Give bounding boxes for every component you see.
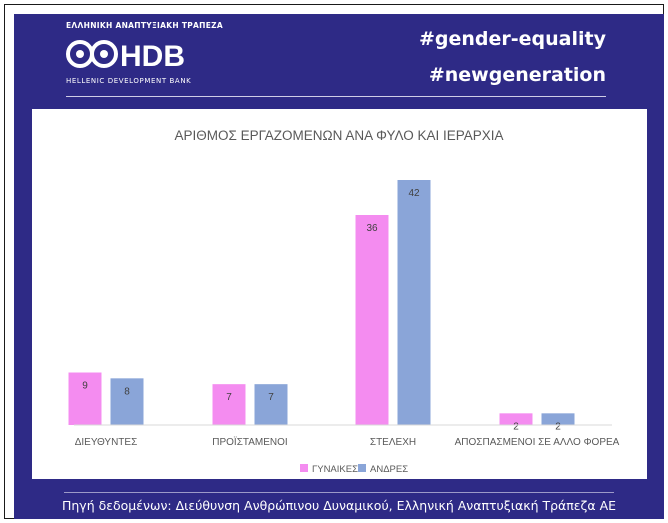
legend: ΓΥΝΑΙΚΕΣ ΑΝΔΡΕΣ <box>300 464 408 475</box>
legend-label: ΓΥΝΑΙΚΕΣ <box>312 464 358 475</box>
data-label: 8 <box>124 386 130 397</box>
x-tick-label: ΔΙΕΥΘΥΝΤΕΣ <box>75 437 138 448</box>
x-tick-labels: ΔΙΕΥΘΥΝΤΕΣ ΠΡΟΪΣΤΑΜΕΝΟΙ ΣΤΕΛΕΧΗ ΑΠΟΣΠΑΣΜΕΝΟ… <box>75 436 620 448</box>
hdb-logo: ΕΛΛΗΝΙΚΗ ΑΝΑΠΤΥΞΙΑΚΗ ΤΡΑΠΕΖΑ HDB HELLENI… <box>66 21 226 89</box>
legend-swatch-women <box>300 464 308 472</box>
x-tick-label: ΠΡΟΪΣΤΑΜΕΝΟΙ <box>212 436 287 448</box>
logo-mark-text: HDB <box>120 40 185 71</box>
bar-women-1 <box>212 384 246 425</box>
logo-top-text: ΕΛΛΗΝΙΚΗ ΑΝΑΠΤΥΞΙΑΚΗ ΤΡΑΠΕΖΑ <box>66 21 223 30</box>
legend-swatch-men <box>358 464 366 472</box>
bar-chart: ΑΡΙΘΜΟΣ ΕΡΓΑΖΟΜΕΝΩΝ ΑΝΑ ΦΥΛΟ ΚΑΙ ΙΕΡΑΡΧΙ… <box>68 128 620 475</box>
x-tick-label: ΑΠΟΣΠΑΣΜΕΝΟΙ ΣΕ ΑΛΛΟ ΦΟΡΕΑ <box>455 437 620 448</box>
logo-mark: HDB <box>66 40 185 71</box>
hashtag-gender-equality: #gender-equality <box>418 28 606 50</box>
data-label: 36 <box>366 223 378 234</box>
poster-panel: ΕΛΛΗΝΙΚΗ ΑΝΑΠΤΥΞΙΑΚΗ ΤΡΑΠΕΖΑ HDB HELLENI… <box>14 14 664 519</box>
footer-divider <box>64 492 614 493</box>
legend-label: ΑΝΔΡΕΣ <box>370 464 408 475</box>
chart-card: ΑΡΙΘΜΟΣ ΕΡΓΑΖΟΜΕΝΩΝ ΑΝΑ ΦΥΛΟ ΚΑΙ ΙΕΡΑΡΧΙ… <box>32 109 647 479</box>
bar-men-3 <box>541 413 575 425</box>
data-label: 9 <box>82 381 88 392</box>
data-label: 2 <box>513 421 519 432</box>
hashtag-newgeneration: #newgeneration <box>428 64 606 86</box>
data-label: 2 <box>555 421 561 432</box>
bar-women-2 <box>355 215 389 425</box>
data-label: 7 <box>268 392 274 403</box>
header-divider <box>66 96 606 97</box>
outer-frame: ΕΛΛΗΝΙΚΗ ΑΝΑΠΤΥΞΙΑΚΗ ΤΡΑΠΕΖΑ HDB HELLENI… <box>4 4 664 519</box>
source-note: Πηγή δεδομένων: Διεύθυνση Ανθρώπινου Δυν… <box>61 498 617 513</box>
bar-women-0 <box>68 372 102 425</box>
bars-group: 9 8 7 7 36 42 2 2 <box>68 180 575 432</box>
x-tick-label: ΣΤΕΛΕΧΗ <box>370 437 416 448</box>
bar-men-2 <box>397 180 431 425</box>
logo-rings-icon <box>66 40 118 68</box>
bar-women-3 <box>499 413 533 425</box>
data-label: 7 <box>226 392 232 403</box>
data-label: 42 <box>408 188 420 199</box>
bar-men-1 <box>254 384 288 425</box>
logo-bottom-text: HELLENIC DEVELOPMENT BANK <box>66 77 192 85</box>
chart-title: ΑΡΙΘΜΟΣ ΕΡΓΑΖΟΜΕΝΩΝ ΑΝΑ ΦΥΛΟ ΚΑΙ ΙΕΡΑΡΧΙ… <box>174 128 503 143</box>
bar-men-0 <box>110 378 144 425</box>
